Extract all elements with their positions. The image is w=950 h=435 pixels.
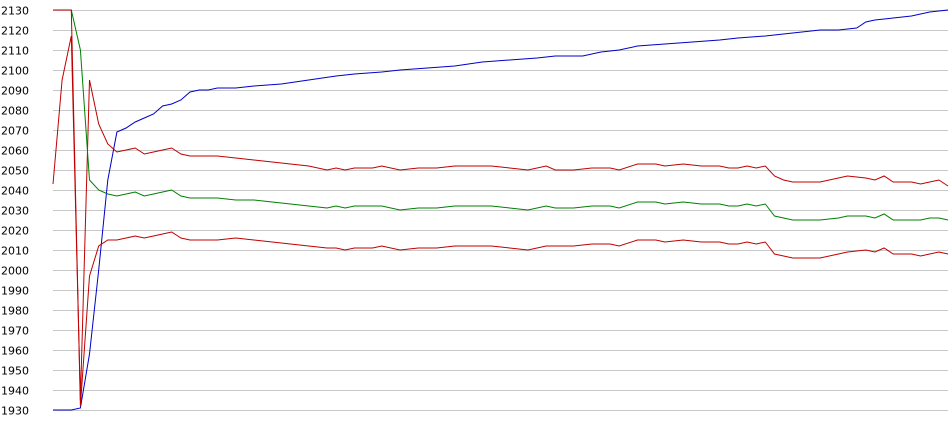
y-tick-label: 2090 — [1, 85, 29, 98]
y-tick-label: 1990 — [1, 285, 29, 298]
y-tick-label: 2110 — [1, 45, 29, 58]
y-tick-label: 2080 — [1, 105, 29, 118]
series-line-2 — [52, 35, 949, 401]
y-tick-label: 1930 — [1, 405, 29, 418]
series-line-3 — [53, 9, 949, 221]
y-tick-label: 2030 — [1, 205, 29, 218]
y-tick-label: 1960 — [1, 345, 29, 358]
y-tick-label: 1940 — [1, 385, 29, 398]
y-tick-label: 2070 — [1, 125, 29, 138]
y-tick-label: 2000 — [1, 265, 29, 278]
y-tick-label: 2120 — [1, 25, 29, 38]
y-tick-label: 2100 — [1, 65, 29, 78]
y-tick-label: 2050 — [1, 165, 29, 178]
y-tick-label: 2130 — [1, 5, 29, 18]
y-tick-label: 2040 — [1, 185, 29, 198]
y-tick-label: 1970 — [1, 325, 29, 338]
y-tick-labels: 1930 1940 1950 1960 1970 1980 1990 2000 2010 2020… — [1, 5, 29, 418]
y-tick-label: 2060 — [1, 145, 29, 158]
series-line-1 — [53, 9, 949, 411]
y-tick-label: 2010 — [1, 245, 29, 258]
y-tick-label: 2020 — [1, 225, 29, 238]
series-lines — [52, 9, 949, 411]
y-tick-label: 1950 — [1, 365, 29, 378]
y-tick-label: 1980 — [1, 305, 29, 318]
series-line-4 — [53, 9, 949, 407]
grid-lines — [53, 10, 948, 411]
